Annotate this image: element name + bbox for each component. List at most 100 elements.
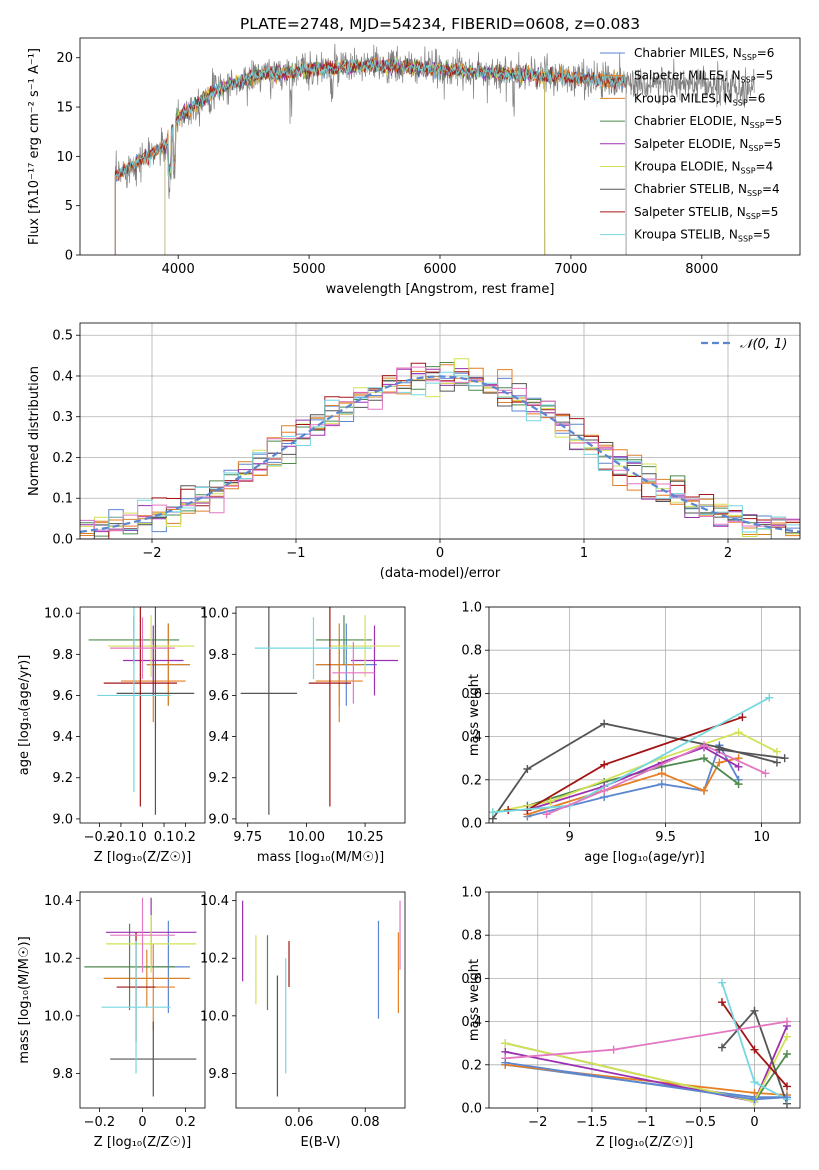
legend-name: Chabrier STELIB, N [634, 182, 747, 196]
weight-marker [782, 1032, 791, 1041]
legend-suffix: =5 [756, 69, 774, 83]
weight-marker [546, 797, 555, 806]
axes-frame [235, 891, 406, 1109]
x-tick-label: −2 [142, 546, 161, 561]
y-tick-label: 0.2 [52, 451, 73, 466]
plot-area [84, 897, 197, 1097]
weight-marker [780, 754, 789, 763]
y-tick-label: 0.2 [461, 1058, 482, 1073]
x-axis-label: Z [log₁₀(Z/Z☉)] [596, 1135, 693, 1150]
weight-marker [523, 765, 532, 773]
weight-line [527, 746, 740, 811]
axes: 4000 5000 6000 7000 8000 0 5 10 15 20 wavelength [… [27, 37, 801, 297]
weight-marker [734, 780, 743, 789]
x-tick-label: −0.2 [84, 830, 116, 845]
plot-area [88, 607, 195, 815]
x-axis-label: Z [log₁₀(Z/Z☉)] [94, 850, 191, 865]
y-tick-label: 5 [65, 199, 73, 214]
y-tick-label: 0.3 [52, 410, 73, 425]
legend-sub: SSP [733, 98, 748, 107]
plot-area [501, 978, 791, 1108]
x-tick-label: 9.5 [655, 830, 676, 845]
y-tick-label: 0 [65, 249, 73, 264]
y-axis-label: mass weight [467, 674, 482, 756]
weight-marker [734, 728, 743, 737]
axes-frame [488, 891, 801, 1109]
y-axis-label: age [log₁₀(age/yr)] [17, 655, 32, 776]
y-tick-label: 10.0 [200, 1009, 229, 1024]
y-tick-label: 0.4 [461, 1015, 482, 1030]
plot-area [489, 693, 789, 823]
y-tick-label: 9.8 [208, 1067, 229, 1082]
y-tick-label: 10.2 [44, 952, 73, 967]
weight-marker [700, 754, 709, 763]
legend-suffix: =6 [757, 46, 775, 60]
legend-sub: SSP [748, 144, 763, 153]
weight-marker [750, 1095, 759, 1104]
weight-marker [782, 1082, 791, 1091]
x-tick-label: 0 [138, 1115, 146, 1130]
figure-title: PLATE=2748, MJD=54234, FIBERID=0608, z=0… [240, 15, 640, 33]
weight-marker [717, 1043, 726, 1052]
legend-suffix: =4 [756, 160, 774, 174]
model-spectrum-chabrier-miles [114, 58, 627, 255]
weight-marker [715, 758, 724, 767]
weight-marker [782, 1050, 791, 1058]
x-tick-label: −1 [637, 1115, 656, 1130]
weight-line [527, 742, 740, 818]
y-tick-label: 9.6 [208, 689, 229, 704]
x-tick-label: 10 [753, 830, 770, 845]
x-tick-label: 6000 [423, 262, 456, 277]
legend-entry: 𝒩(0, 1) [740, 337, 787, 352]
weight-marker [657, 780, 666, 789]
x-tick-label: −0.5 [685, 1115, 717, 1130]
x-axis-label: wavelength [Angstrom, rest frame] [326, 282, 555, 297]
axes: 9.75 10.00 10.25 9.0 9.2 9.4 9.6 9.8 10.0 mass [l… [200, 606, 406, 865]
legend-suffix: =4 [762, 182, 780, 196]
weight-marker [765, 693, 774, 702]
weight-marker [782, 1017, 791, 1026]
legend-name: Salpeter MILES, N [634, 69, 741, 83]
legend-entry: Kroupa STELIB, NSSP=5 [634, 228, 771, 244]
axes-frame [79, 37, 801, 256]
weight-marker [717, 978, 726, 987]
y-tick-label: 9.4 [208, 730, 229, 745]
y-tick-label: 0.5 [52, 329, 73, 344]
axes: 9 9.5 10 0.0 0.2 0.4 0.6 0.8 1.0 age [log₁₀(age/y… [461, 601, 801, 865]
panel-6: −0.2 0 0.2 9.8 10.0 10.2 10.4 Z [log₁₀(Z/Z☉)] ma… [17, 891, 206, 1150]
model-spectrum-kroupa-miles [114, 57, 627, 255]
legend-name: Salpeter STELIB, N [634, 205, 746, 219]
weight-marker [700, 786, 709, 795]
y-tick-label: 10.0 [44, 1009, 73, 1024]
model-spectrum-salpeter-miles [114, 57, 627, 255]
legend-suffix: =5 [765, 114, 783, 128]
weight-marker [782, 1093, 791, 1102]
x-tick-label: 5000 [293, 262, 326, 277]
x-tick-label: 10.25 [346, 830, 383, 845]
y-axis-label: Normed distribution [27, 366, 42, 496]
legend-suffix: =6 [748, 91, 766, 105]
legend-suffix: =5 [753, 228, 771, 242]
y-tick-label: 9.8 [208, 648, 229, 663]
axes-frame [79, 322, 801, 540]
legend-name: Kroupa STELIB, N [634, 228, 738, 242]
weight-marker [772, 758, 781, 767]
x-tick-label: 2 [724, 546, 732, 561]
weight-marker [750, 1045, 759, 1054]
weight-marker [501, 1039, 510, 1048]
y-tick-label: 0.8 [461, 644, 482, 659]
x-tick-label: 0.2 [175, 830, 196, 845]
x-axis-label: Z [log₁₀(Z/Z☉)] [94, 1135, 191, 1150]
axes: 0.06 0.08 9.8 10.0 10.2 10.4 E(B-V) [200, 891, 406, 1150]
y-tick-label: 9.8 [52, 1067, 73, 1082]
y-tick-label: 0.0 [461, 817, 482, 832]
legend-entry: Chabrier MILES, NSSP=6 [634, 46, 774, 62]
y-tick-label: 9.6 [52, 689, 73, 704]
panel-3: −0.2−0.1 0 0.1 0.2 9.0 9.2 9.4 9.6 9.8 10.0 Z [log… [17, 606, 206, 865]
x-tick-label: 0 [436, 546, 444, 561]
x-tick-label: −1.5 [576, 1115, 608, 1130]
weight-marker [600, 719, 609, 728]
legend-entry: Chabrier ELODIE, NSSP=5 [634, 114, 782, 130]
weight-marker [761, 769, 770, 778]
y-tick-label: 0.4 [52, 369, 73, 384]
